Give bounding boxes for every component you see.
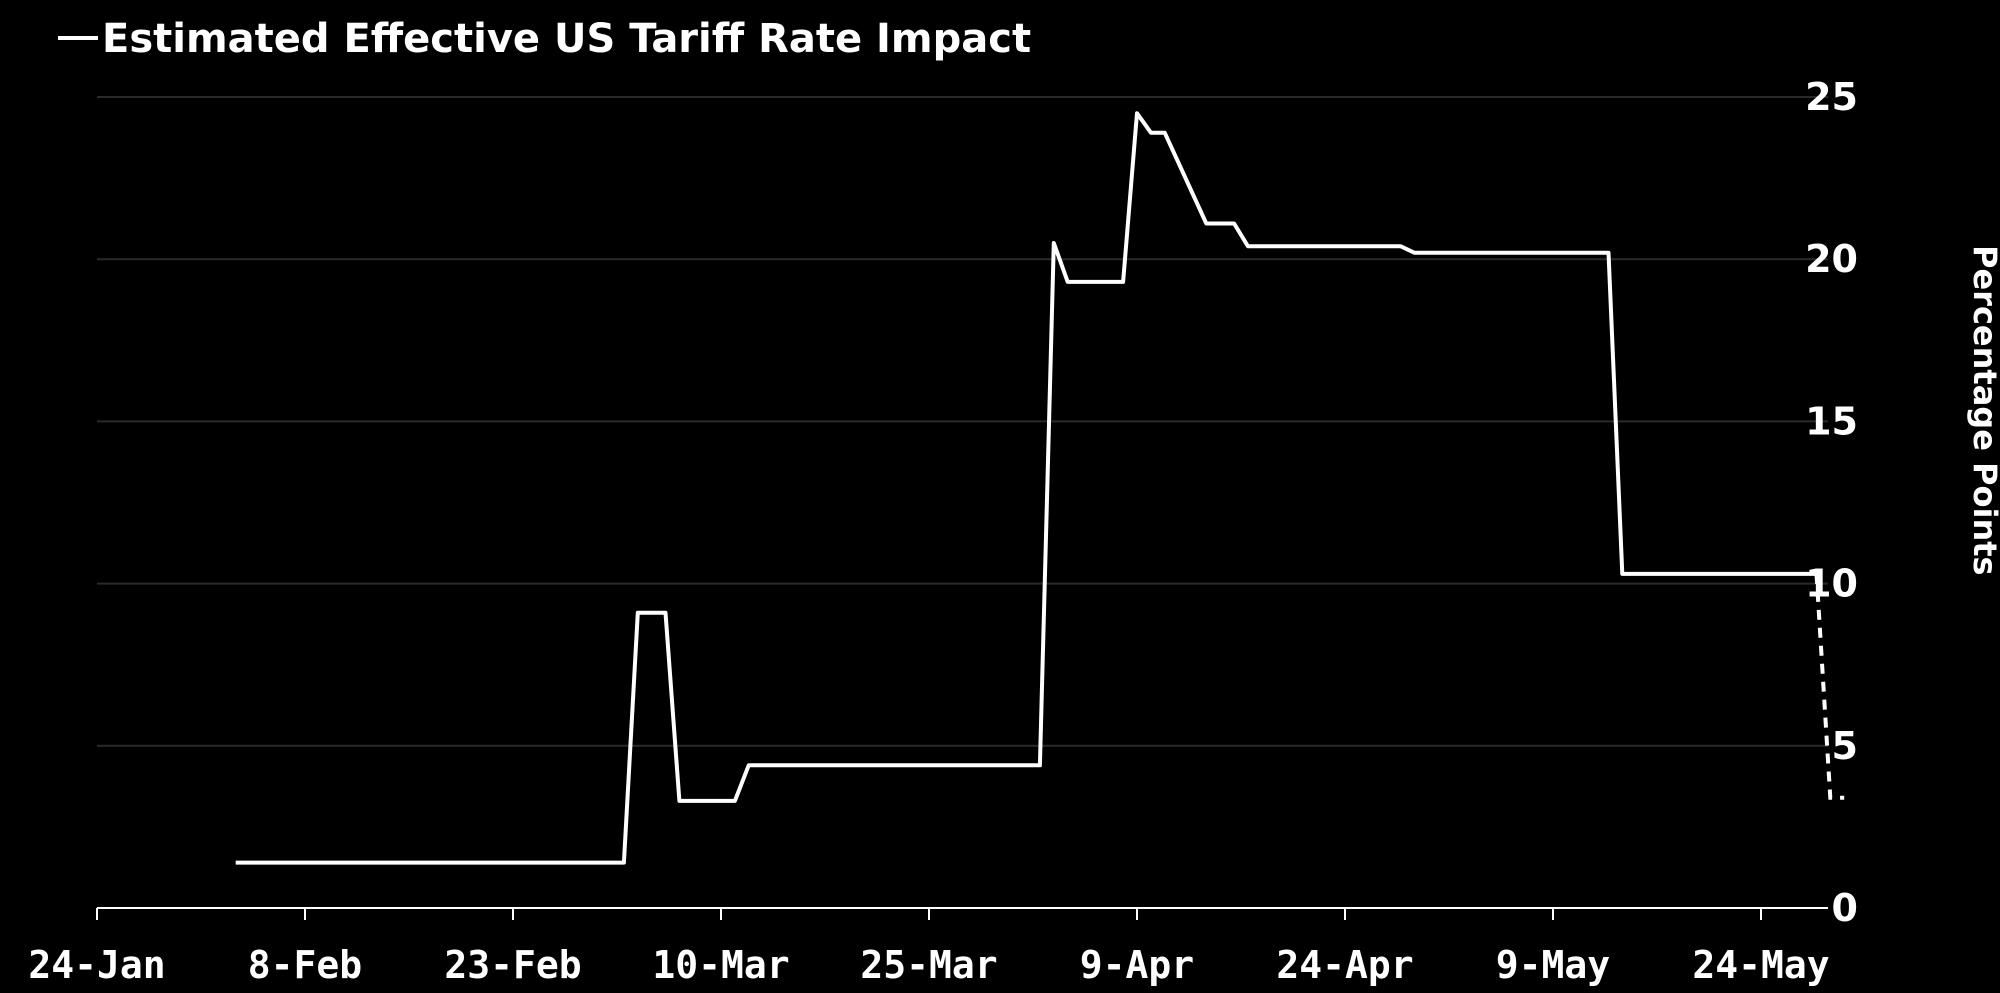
x-tick-label: 24-Apr	[1276, 943, 1413, 987]
y-axis-title: Percentage Points	[1966, 245, 2000, 576]
y-tick-label: 15	[1805, 399, 1858, 443]
series-line-dashed	[1814, 573, 1845, 800]
y-tick-label: 20	[1805, 237, 1858, 281]
gridlines	[97, 96, 1828, 747]
x-tick-label: 25-Mar	[860, 943, 997, 987]
x-tick-label: 24-Jan	[28, 943, 165, 987]
y-axis: 0 5 10 15 20 25	[1805, 75, 1858, 930]
y-tick-label: 25	[1805, 75, 1858, 119]
legend: Estimated Effective US Tariff Rate Impac…	[58, 16, 1031, 62]
legend-label: Estimated Effective US Tariff Rate Impac…	[102, 16, 1031, 62]
x-tick-label: 23-Feb	[444, 943, 581, 987]
x-tick-label: 9-May	[1496, 943, 1610, 987]
y-tick-label: 10	[1805, 562, 1858, 606]
y-tick-label: 5	[1832, 724, 1858, 768]
x-tick-label: 8-Feb	[248, 943, 362, 987]
x-axis: 24-Jan 8-Feb 23-Feb 10-Mar 25-Mar 9-Apr 24-Apr…	[28, 907, 1830, 987]
series-layer	[235, 111, 1845, 865]
y-tick-label: 0	[1832, 886, 1858, 930]
x-tick-label: 10-Mar	[652, 943, 789, 987]
series-line	[235, 111, 1817, 865]
x-tick-label: 9-Apr	[1080, 943, 1194, 987]
x-tick-label: 24-May	[1692, 943, 1829, 987]
